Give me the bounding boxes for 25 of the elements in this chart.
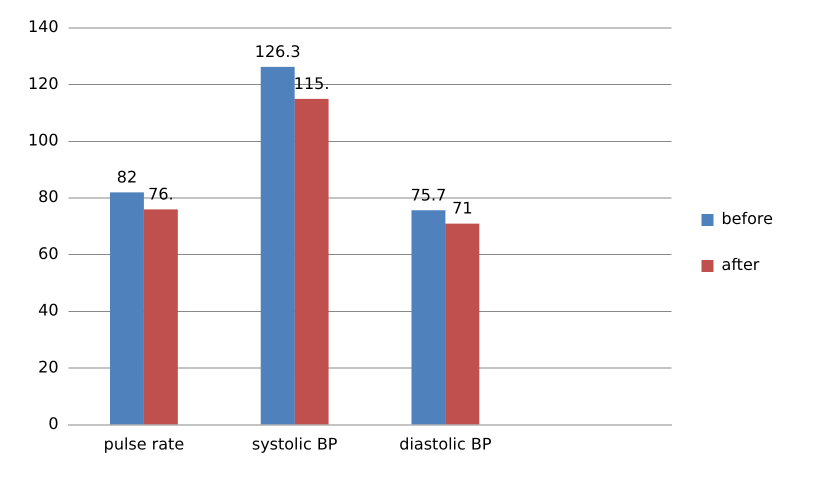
y-tick-label: 100 (28, 130, 59, 150)
data-label: 76. (148, 184, 174, 204)
bar (144, 209, 178, 424)
bar (411, 210, 446, 424)
legend-label: after (722, 255, 760, 274)
y-tick-label: 40 (38, 300, 59, 320)
bar (110, 192, 144, 424)
y-tick-label: 80 (38, 187, 59, 206)
y-tick-label: 0 (48, 414, 59, 433)
x-tick-label: pulse rate (104, 434, 184, 454)
data-label: 115. (294, 74, 330, 94)
y-tick-label: 60 (38, 244, 59, 263)
y-tick-label: 120 (28, 74, 59, 93)
x-tick-label: systolic BP (252, 434, 338, 454)
x-tick-label: diastolic BP (399, 434, 492, 454)
bar (445, 224, 480, 424)
data-label: 82 (116, 168, 138, 187)
data-label: 71 (452, 198, 473, 218)
legend-label: before (722, 209, 774, 228)
y-tick-label: 140 (28, 17, 59, 36)
y-tick-label: 20 (38, 357, 59, 376)
bar (294, 98, 329, 424)
bar (260, 66, 295, 424)
data-label: 126.3 (254, 42, 301, 61)
data-label: 75.7 (410, 185, 446, 204)
